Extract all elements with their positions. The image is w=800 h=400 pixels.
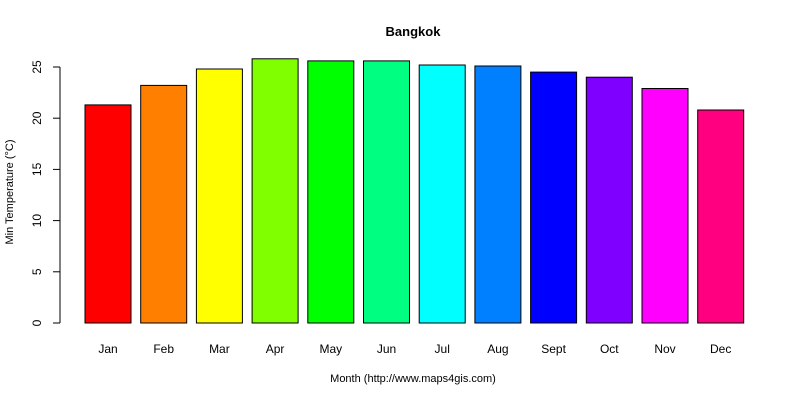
- x-tick-label-nov: Nov: [654, 342, 675, 356]
- x-tick-label-jan: Jan: [98, 342, 117, 356]
- y-tick-label-0: 0: [30, 319, 44, 326]
- bar-aug: [474, 65, 522, 324]
- y-tick-label-15: 15: [30, 162, 44, 176]
- x-axis-labels: Jan Feb Mar Apr May Jun Jul Aug Sept Oct Nov Dec: [98, 342, 731, 356]
- x-tick-label-feb: Feb: [153, 342, 174, 356]
- bar-jul: [418, 64, 466, 324]
- bar-nov: [641, 88, 689, 324]
- bar-feb: [140, 84, 188, 324]
- x-tick-label-may: May: [319, 342, 342, 356]
- x-axis-label: Month (http://www.maps4gis.com): [330, 373, 496, 385]
- bar-oct: [585, 76, 633, 324]
- x-tick-label-oct: Oct: [600, 342, 619, 356]
- y-tick-label-25: 25: [30, 60, 44, 74]
- x-tick-label-mar: Mar: [209, 342, 230, 356]
- y-tick-label-10: 10: [30, 214, 44, 228]
- x-tick-label-jul: Jul: [435, 342, 450, 356]
- bar-dec: [697, 109, 745, 324]
- y-tick-label-20: 20: [30, 111, 44, 125]
- bars-group: [84, 58, 745, 324]
- bar-sept: [530, 71, 578, 324]
- bar-jun: [363, 60, 410, 324]
- x-tick-label-dec: Dec: [710, 342, 731, 356]
- y-axis-label: Min Temperature (°C): [4, 139, 16, 244]
- bar-may: [307, 60, 355, 324]
- x-tick-label-apr: Apr: [266, 342, 285, 356]
- x-tick-label-aug: Aug: [487, 342, 508, 356]
- bar-apr: [251, 58, 299, 324]
- x-tick-label-jun: Jun: [377, 342, 396, 356]
- x-tick-label-sept: Sept: [541, 342, 566, 356]
- bar-mar: [195, 68, 243, 324]
- y-tick-label-5: 5: [30, 268, 44, 275]
- chart-title: Bangkok: [386, 24, 442, 39]
- y-axis: 0 5 10 15 20 25: [30, 60, 61, 326]
- bar-jan: [84, 104, 132, 324]
